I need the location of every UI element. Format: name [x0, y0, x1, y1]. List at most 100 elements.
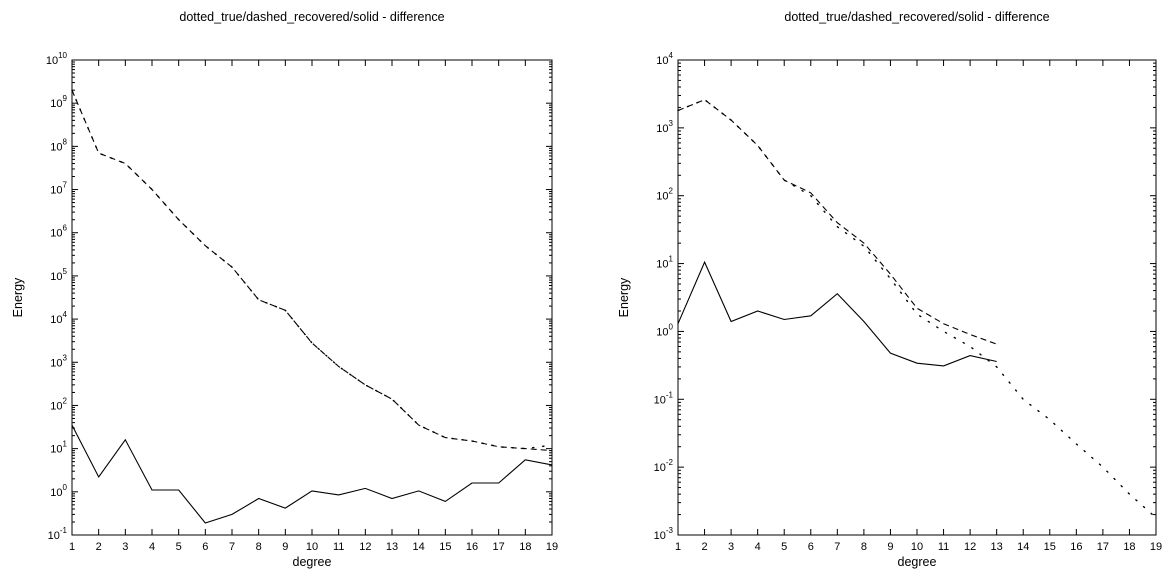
y-axis-label: Energy [617, 277, 631, 317]
y-tick-base: 10 [656, 123, 668, 135]
y-tick-exponent: -1 [666, 390, 674, 399]
x-tick-label: 18 [519, 541, 531, 553]
x-tick-label: 11 [938, 541, 949, 553]
y-tick-base: 10 [48, 530, 60, 542]
x-tick-label: 9 [282, 541, 288, 553]
series-line-solid [71, 424, 553, 524]
x-tick-label: 2 [96, 541, 102, 553]
y-tick-base: 10 [46, 55, 58, 67]
x-tick-label: 15 [439, 541, 451, 553]
y-tick-base: 10 [656, 55, 668, 67]
y-tick-label: 1010 [46, 51, 68, 67]
x-tick-label: 1 [69, 541, 75, 553]
y-tick-label: 100 [656, 322, 673, 338]
y-tick-exponent: -2 [666, 458, 674, 467]
y-tick-exponent: 1 [63, 440, 68, 449]
y-tick-label: 106 [50, 224, 67, 240]
y-tick-label: 103 [50, 353, 67, 369]
y-tick-label: 102 [656, 187, 673, 203]
y-tick-base: 10 [654, 530, 666, 542]
y-tick-label: 103 [656, 119, 673, 135]
y-tick-base: 10 [50, 487, 62, 499]
y-tick-exponent: 1 [669, 255, 674, 264]
y-tick-base: 10 [50, 357, 62, 369]
x-tick-label: 12 [359, 541, 371, 553]
y-tick-base: 10 [50, 314, 62, 326]
chart-title: dotted_true/dashed_recovered/solid - dif… [179, 10, 444, 24]
x-tick-label: 6 [808, 541, 814, 553]
y-tick-label: 108 [50, 137, 67, 153]
y-tick-exponent: 3 [669, 119, 674, 128]
y-tick-label: 10-3 [654, 526, 674, 542]
y-tick-base: 10 [50, 141, 62, 153]
x-tick-label: 5 [781, 541, 787, 553]
y-tick-exponent: 0 [669, 322, 674, 331]
series-line-dotted [71, 89, 553, 450]
y-tick-base: 10 [656, 259, 668, 271]
x-tick-label: 12 [964, 541, 976, 553]
y-tick-exponent: 2 [669, 187, 674, 196]
x-tick-label: 3 [122, 541, 128, 553]
y-tick-base: 10 [656, 326, 668, 338]
x-tick-label: 4 [149, 541, 155, 553]
y-tick-label: 101 [50, 440, 67, 456]
x-tick-label: 13 [386, 541, 398, 553]
chart-panel-1: dotted_true/dashed_recovered/solid - dif… [11, 10, 558, 569]
x-tick-label: 14 [413, 541, 425, 553]
y-tick-base: 10 [50, 185, 62, 197]
y-tick-exponent: 10 [58, 51, 67, 60]
x-tick-label: 8 [256, 541, 262, 553]
x-tick-label: 9 [887, 541, 893, 553]
series-line-solid [677, 260, 997, 367]
x-tick-label: 15 [1044, 541, 1056, 553]
y-tick-label: 10-2 [654, 458, 674, 474]
x-tick-label: 10 [306, 541, 318, 553]
y-tick-base: 10 [50, 444, 62, 456]
x-tick-label: 17 [1097, 541, 1109, 553]
x-tick-label: 4 [755, 541, 761, 553]
y-tick-exponent: 6 [63, 224, 68, 233]
x-tick-label: 19 [1150, 541, 1162, 553]
x-tick-label: 8 [861, 541, 867, 553]
y-tick-exponent: 9 [63, 94, 68, 103]
x-tick-label: 19 [546, 541, 558, 553]
x-tick-label: 10 [911, 541, 923, 553]
y-tick-exponent: 5 [63, 267, 68, 276]
x-tick-label: 11 [333, 541, 344, 553]
y-tick-base: 10 [654, 462, 666, 474]
x-tick-label: 6 [202, 541, 208, 553]
plot-frame [677, 59, 1157, 536]
y-tick-base: 10 [50, 228, 62, 240]
y-tick-base: 10 [654, 394, 666, 406]
y-tick-exponent: -3 [666, 526, 674, 535]
y-tick-exponent: 2 [63, 396, 68, 405]
x-tick-label: 16 [466, 541, 478, 553]
series-line-dashed [71, 89, 553, 452]
y-tick-base: 10 [656, 191, 668, 203]
y-tick-exponent: 3 [63, 353, 68, 362]
x-tick-label: 17 [493, 541, 505, 553]
x-tick-label: 18 [1123, 541, 1135, 553]
y-tick-exponent: 7 [63, 181, 68, 190]
y-tick-label: 10-1 [48, 526, 68, 542]
y-tick-label: 102 [50, 396, 67, 412]
x-tick-label: 3 [728, 541, 734, 553]
y-tick-exponent: 8 [63, 137, 68, 146]
y-tick-base: 10 [50, 400, 62, 412]
x-axis-label: degree [293, 555, 332, 569]
y-tick-exponent: 4 [669, 51, 674, 60]
y-tick-label: 104 [656, 51, 673, 67]
y-tick-base: 10 [50, 98, 62, 110]
x-tick-label: 16 [1070, 541, 1082, 553]
plot-frame [71, 59, 553, 536]
x-tick-label: 2 [701, 541, 707, 553]
y-tick-base: 10 [50, 271, 62, 283]
y-tick-label: 100 [50, 483, 67, 499]
y-tick-exponent: -1 [60, 526, 68, 535]
y-tick-label: 109 [50, 94, 67, 110]
chart-panel-2: dotted_true/dashed_recovered/solid - dif… [617, 10, 1162, 569]
series-line-dotted [677, 98, 1157, 519]
x-tick-label: 5 [176, 541, 182, 553]
y-tick-label: 105 [50, 267, 67, 283]
